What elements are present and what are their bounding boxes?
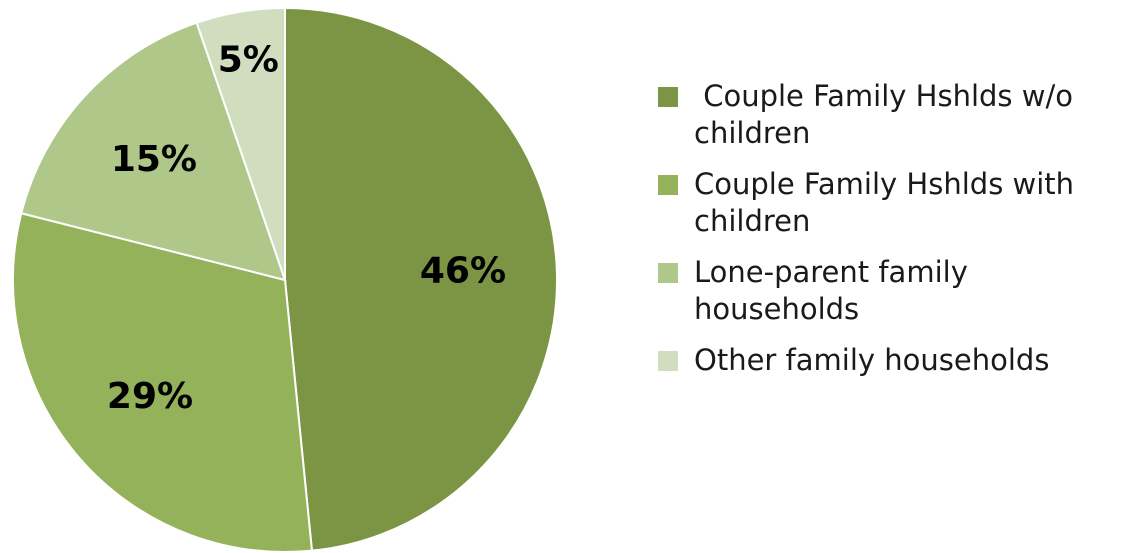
- legend-swatch: [658, 87, 678, 107]
- pie-slices: [12, 6, 558, 553]
- pie-slice-3: [20, 21, 287, 282]
- legend-swatch: [658, 351, 678, 371]
- pie-slice-4: [195, 6, 286, 281]
- legend-label: Couple Family Hshlds with children: [694, 167, 1093, 238]
- legend-item-couple-without-children: Couple Family Hshlds w/o children: [658, 78, 1118, 152]
- pie-slice-1: [284, 6, 558, 552]
- pie-data-label-3: 15%: [111, 139, 197, 180]
- legend-item-other-family: Other family households: [658, 342, 1118, 379]
- legend-item-couple-with-children: Couple Family Hshlds with children: [658, 166, 1118, 240]
- pie-data-label-4: 5%: [218, 40, 279, 81]
- legend-swatch: [658, 175, 678, 195]
- legend-item-lone-parent: Lone-parent family households: [658, 254, 1118, 328]
- legend-label: Lone-parent family households: [694, 255, 978, 326]
- pie-data-label-2: 29%: [107, 376, 193, 417]
- legend: Couple Family Hshlds w/o children Couple…: [658, 78, 1118, 393]
- legend-label: Other family households: [694, 343, 1050, 377]
- pie-data-label-1: 46%: [420, 251, 506, 292]
- legend-swatch: [658, 263, 678, 283]
- pie-labels: 46% 29% 15% 5%: [107, 40, 506, 417]
- legend-label: Couple Family Hshlds w/o children: [694, 79, 1083, 150]
- pie-slice-2: [12, 212, 314, 553]
